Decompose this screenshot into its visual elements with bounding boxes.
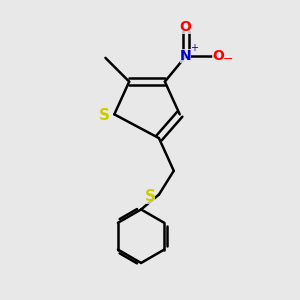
- Text: O: O: [212, 50, 224, 63]
- Text: O: O: [180, 20, 192, 34]
- Text: −: −: [223, 53, 233, 66]
- Text: N: N: [180, 50, 191, 63]
- Text: S: S: [99, 108, 110, 123]
- Text: S: S: [145, 189, 155, 204]
- Text: +: +: [190, 43, 198, 53]
